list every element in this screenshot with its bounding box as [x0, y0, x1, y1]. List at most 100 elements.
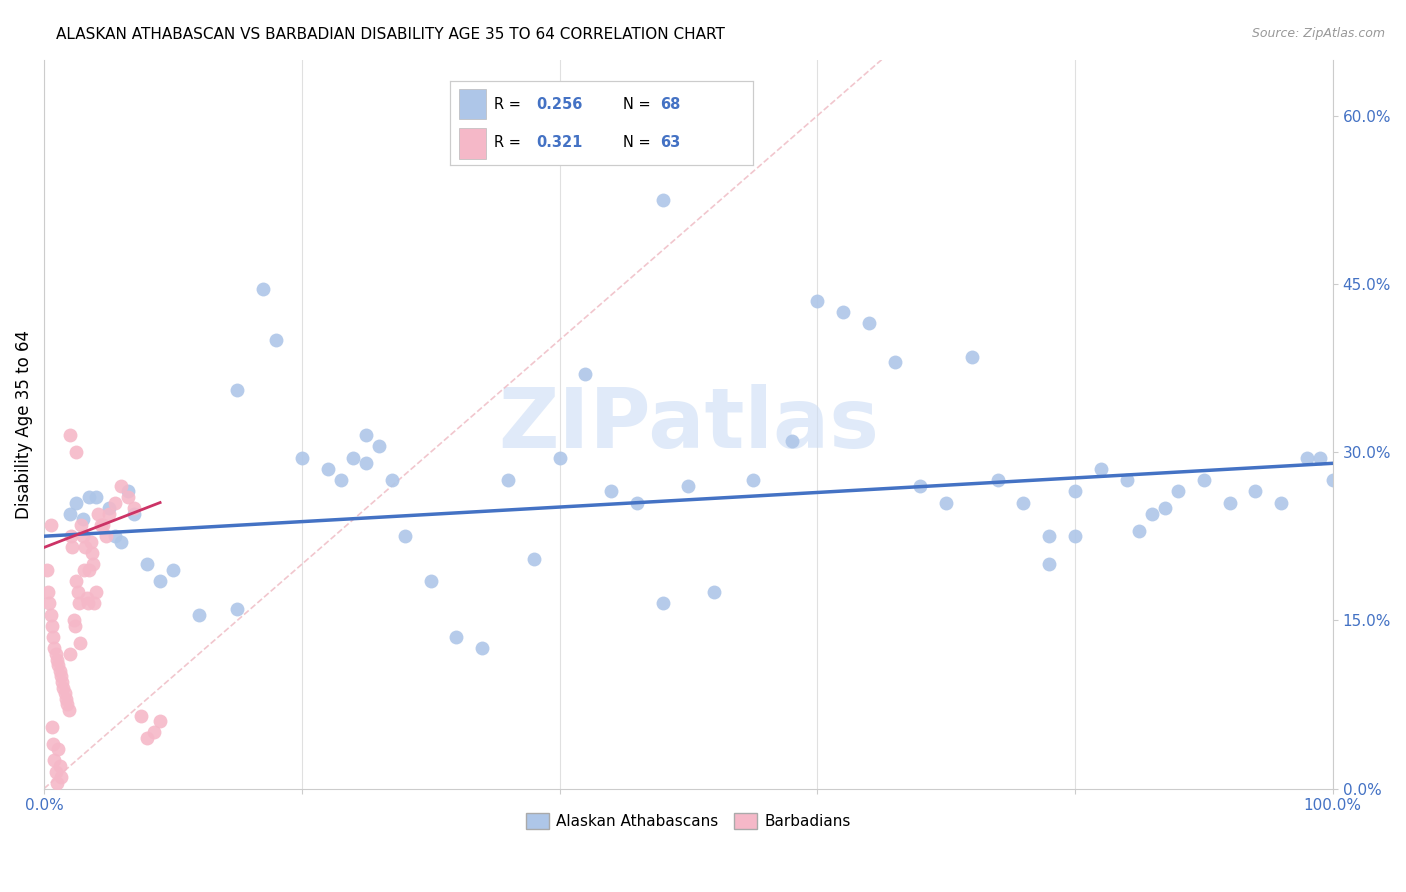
Point — [65, 495, 87, 509]
Point — [136, 558, 159, 572]
Point — [356, 428, 378, 442]
Point — [35, 563, 58, 577]
Point — [419, 574, 441, 588]
Point — [935, 495, 957, 509]
Point — [52, 681, 75, 695]
Point — [82, 558, 104, 572]
Point — [780, 434, 803, 448]
Point — [84, 585, 107, 599]
Point — [117, 484, 139, 499]
Point — [59, 507, 82, 521]
Point — [39, 518, 62, 533]
Point — [46, 742, 69, 756]
Point — [104, 495, 127, 509]
Point — [104, 529, 127, 543]
Point — [56, 698, 79, 712]
Point — [124, 501, 146, 516]
Point — [600, 484, 623, 499]
Point — [1038, 529, 1060, 543]
Point — [136, 731, 159, 745]
Point — [48, 759, 70, 773]
Point — [41, 720, 63, 734]
Point — [548, 450, 571, 465]
Point — [678, 479, 700, 493]
Point — [42, 630, 65, 644]
Y-axis label: Disability Age 35 to 64: Disability Age 35 to 64 — [15, 329, 32, 518]
Point — [46, 658, 69, 673]
Point — [83, 597, 105, 611]
Point — [49, 770, 72, 784]
Point — [55, 691, 77, 706]
Point — [62, 613, 84, 627]
Point — [496, 473, 519, 487]
Point — [67, 597, 90, 611]
Point — [46, 652, 69, 666]
Point — [1090, 462, 1112, 476]
Point — [832, 305, 855, 319]
Point — [1296, 450, 1319, 465]
Point — [77, 563, 100, 577]
Point — [316, 462, 339, 476]
Point — [1064, 529, 1087, 543]
Point — [124, 507, 146, 521]
Point — [187, 607, 209, 622]
Point — [46, 776, 69, 790]
Point — [356, 456, 378, 470]
Point — [291, 450, 314, 465]
Point — [471, 641, 494, 656]
Point — [226, 384, 249, 398]
Point — [149, 714, 172, 729]
Point — [70, 518, 93, 533]
Point — [59, 647, 82, 661]
Point — [65, 574, 87, 588]
Point — [574, 367, 596, 381]
Point — [381, 473, 404, 487]
Point — [162, 563, 184, 577]
Point — [45, 647, 67, 661]
Point — [1167, 484, 1189, 499]
Point — [77, 597, 100, 611]
Point — [226, 602, 249, 616]
Point — [1192, 473, 1215, 487]
Point — [1219, 495, 1241, 509]
Point — [1270, 495, 1292, 509]
Point — [58, 703, 80, 717]
Point — [41, 619, 63, 633]
Point — [394, 529, 416, 543]
Point — [264, 333, 287, 347]
Point — [446, 630, 468, 644]
Point — [87, 507, 110, 521]
Point — [1309, 450, 1331, 465]
Point — [1064, 484, 1087, 499]
Point — [329, 473, 352, 487]
Point — [53, 686, 76, 700]
Point — [44, 641, 66, 656]
Point — [1038, 558, 1060, 572]
Point — [60, 529, 83, 543]
Point — [149, 574, 172, 588]
Point — [77, 490, 100, 504]
Point — [84, 490, 107, 504]
Point — [1154, 501, 1177, 516]
Point — [63, 619, 86, 633]
Point — [1322, 473, 1344, 487]
Point — [1142, 507, 1164, 521]
Point — [51, 675, 73, 690]
Point — [75, 541, 97, 555]
Point — [651, 193, 673, 207]
Point — [97, 501, 120, 516]
Point — [48, 664, 70, 678]
Point — [523, 551, 546, 566]
Point — [741, 473, 763, 487]
Point — [65, 445, 87, 459]
Point — [142, 725, 165, 739]
Point — [910, 479, 932, 493]
Legend: Alaskan Athabascans, Barbadians: Alaskan Athabascans, Barbadians — [520, 807, 858, 836]
Point — [79, 534, 101, 549]
Point — [59, 428, 82, 442]
Point — [960, 350, 983, 364]
Point — [38, 597, 60, 611]
Point — [93, 518, 115, 533]
Text: ALASKAN ATHABASCAN VS BARBADIAN DISABILITY AGE 35 TO 64 CORRELATION CHART: ALASKAN ATHABASCAN VS BARBADIAN DISABILI… — [56, 27, 725, 42]
Point — [110, 479, 132, 493]
